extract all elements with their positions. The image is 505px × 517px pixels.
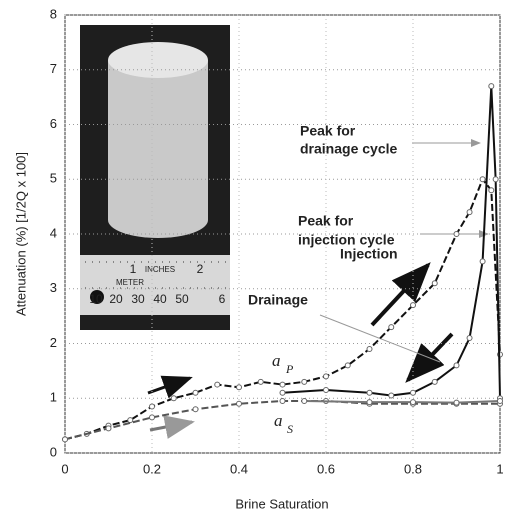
data-point [301,397,308,404]
annotation: Injection [340,246,398,262]
photo-label: 6 [219,292,226,306]
data-point [453,399,460,406]
data-point [279,389,286,396]
data-point [479,258,486,265]
photo-label: 10 [89,292,103,306]
data-point [192,406,199,413]
data-point [388,324,395,331]
data-point [323,373,329,380]
x-tick-label: 0.4 [230,461,248,476]
y-tick-label: 4 [50,225,57,240]
annotation: injection cycle [298,232,395,248]
y-axis-label: Attenuation (%) [1/2Q x 100] [13,152,28,316]
photo-label: 1 [130,262,137,276]
data-point [431,280,438,287]
x-axis-label: Brine Saturation [235,496,328,511]
annotation: S [287,422,293,436]
data-point [466,209,473,216]
annotation-arrow [147,375,193,399]
series-line [282,86,501,399]
photo-label: 30 [131,292,145,306]
annotation: P [285,362,294,376]
data-point [497,397,503,404]
data-point [453,231,460,237]
data-point [453,362,460,369]
y-tick-label: 2 [50,335,57,350]
photo-label: 20 [109,292,123,306]
annotation: Peak for [298,213,354,229]
data-point [105,425,112,432]
data-point [214,381,221,388]
data-point [488,187,495,194]
data-point [366,345,373,352]
data-point [192,389,199,396]
y-tick-label: 3 [50,280,57,295]
series-line [304,399,501,404]
x-tick-label: 1 [496,461,503,476]
data-point [466,335,473,342]
annotation-arrow [149,415,195,439]
data-point [279,397,286,404]
annotation: Peak for [300,123,356,139]
y-tick-label: 6 [50,116,57,131]
data-point [62,436,68,443]
annotation: a [274,411,283,430]
data-point [366,399,373,406]
annotation: drainage cycle [300,141,397,157]
y-tick-label: 5 [50,171,57,186]
data-point [410,302,416,309]
y-tick-label: 8 [50,6,57,21]
data-point [488,83,495,90]
photo-label: 2 [197,262,204,276]
x-tick-label: 0 [61,461,68,476]
annotation-arrow [405,332,454,383]
y-tick-label: 7 [50,61,57,76]
data-point [323,387,329,394]
data-point [344,362,351,369]
data-point [170,395,177,402]
data-point [127,417,134,424]
annotation: a [272,351,281,370]
photo-label: 50 [175,292,189,306]
data-point [149,403,155,410]
annotation-arrow [370,262,431,327]
y-tick-label: 0 [50,444,57,459]
x-tick-label: 0.6 [317,461,335,476]
data-point [366,389,373,396]
annotation: Drainage [248,292,308,308]
x-tick-label: 0.8 [404,461,422,476]
data-point [236,400,242,407]
data-point [410,389,416,396]
data-point [301,378,308,385]
data-point [492,176,499,183]
data-point [479,176,486,183]
data-point [149,414,155,421]
data-point [388,392,395,399]
sample-photo: 1 INCHES 2 METER 10 20 30 40 50 6 [80,25,230,330]
annotation-arrow [319,314,441,363]
photo-label: 40 [153,292,167,306]
data-point [279,381,286,388]
data-point [236,384,242,391]
data-point [257,378,264,385]
data-point [410,399,416,406]
photo-label: METER [116,278,144,287]
x-tick-label: 0.2 [143,461,161,476]
y-tick-label: 1 [50,390,57,405]
photo-label: INCHES [145,265,175,274]
data-point [431,378,438,385]
